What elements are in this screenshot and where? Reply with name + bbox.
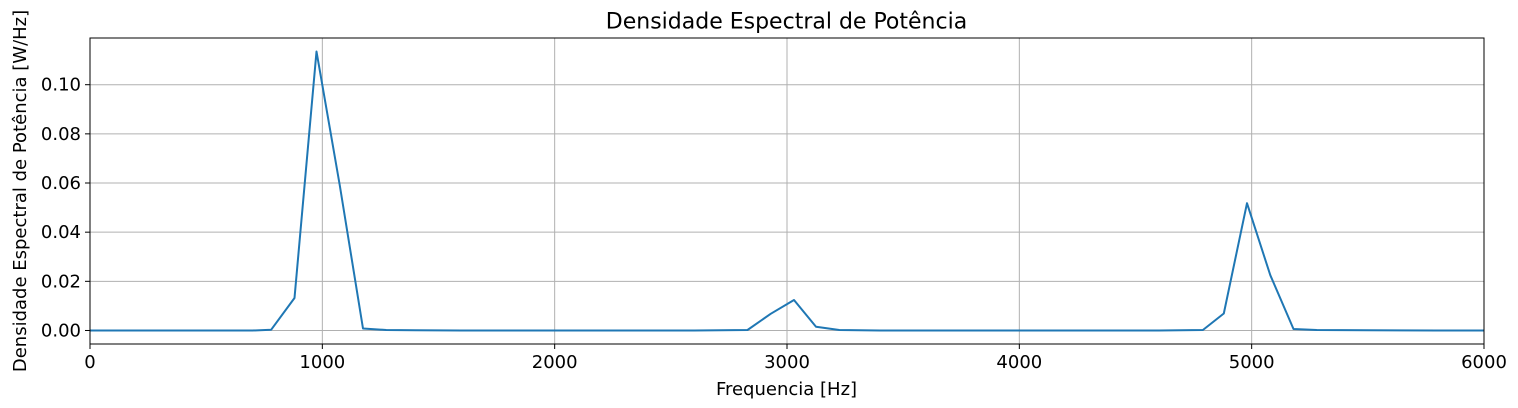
y-tick-label: 0.10 <box>41 75 81 96</box>
chart-title: Densidade Espectral de Potência <box>606 10 967 35</box>
x-tick-label: 1000 <box>299 352 345 373</box>
axis-ticks: 0 1000 2000 3000 4000 5000 6000 0.00 0.02 0.04 0.0… <box>41 75 1507 373</box>
y-tick-label: 0.00 <box>41 320 81 341</box>
grid-lines <box>89 38 1485 344</box>
psd-series-line <box>90 50 1484 332</box>
x-tick-label: 5000 <box>1229 352 1275 373</box>
x-tick-label: 4000 <box>996 352 1042 373</box>
x-axis-label: Frequencia [Hz] <box>716 379 857 400</box>
y-tick-label: 0.06 <box>41 173 81 194</box>
y-tick-label: 0.02 <box>41 271 81 292</box>
y-tick-label: 0.08 <box>41 124 81 145</box>
y-axis-label: Densidade Espectral de Potência [W/Hz] <box>10 10 31 372</box>
x-tick-label: 2000 <box>532 352 578 373</box>
x-tick-label: 0 <box>84 352 95 373</box>
x-tick-label: 6000 <box>1461 352 1507 373</box>
x-tick-label: 3000 <box>764 352 810 373</box>
y-tick-label: 0.04 <box>41 222 81 243</box>
series-layer <box>90 50 1484 332</box>
